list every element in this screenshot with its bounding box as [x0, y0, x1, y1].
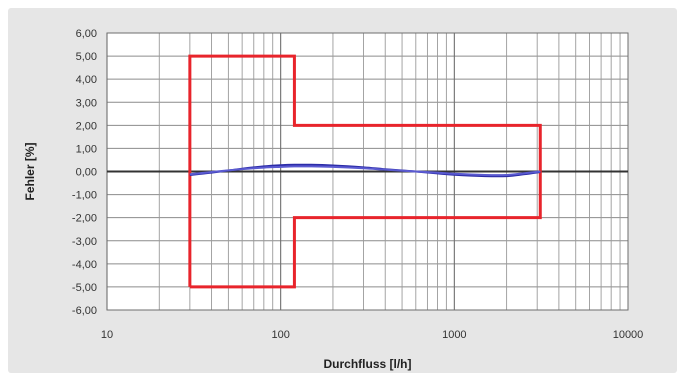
y-tick-label: 6,00: [76, 28, 97, 40]
y-tick-label: 1,00: [76, 143, 97, 155]
x-tick-label: 100: [271, 329, 289, 341]
x-tick-label: 10: [101, 329, 113, 341]
y-axis-label: Fehler [%]: [23, 142, 37, 200]
error-curve-line-2: [189, 165, 541, 177]
y-tick-label: -5,00: [72, 282, 97, 294]
x-axis-label: Durchfluss [l/h]: [323, 357, 411, 371]
y-tick-label: 5,00: [76, 51, 97, 63]
y-tick-label: -3,00: [72, 236, 97, 248]
y-tick-labels: 6,00 5,00 4,00 3,00 2,00 1,00 0,00 -1,00 -2,00 -3…: [72, 28, 97, 317]
y-tick-label: -4,00: [72, 259, 97, 271]
y-tick-label: -2,00: [72, 213, 97, 225]
y-tick-label: -6,00: [72, 305, 97, 317]
x-tick-label: 10000: [613, 329, 644, 341]
x-tick-labels: 10 100 1000 10000: [101, 329, 643, 341]
y-tick-label: 3,00: [76, 97, 97, 109]
x-tick-label: 1000: [442, 329, 466, 341]
y-tick-label: 4,00: [76, 74, 97, 86]
y-tick-label: -1,00: [72, 190, 97, 202]
y-tick-label: 2,00: [76, 120, 97, 132]
y-tick-label: 0,00: [76, 167, 97, 179]
series-layer: [188, 54, 542, 289]
limit-envelope-line: [188, 54, 542, 289]
